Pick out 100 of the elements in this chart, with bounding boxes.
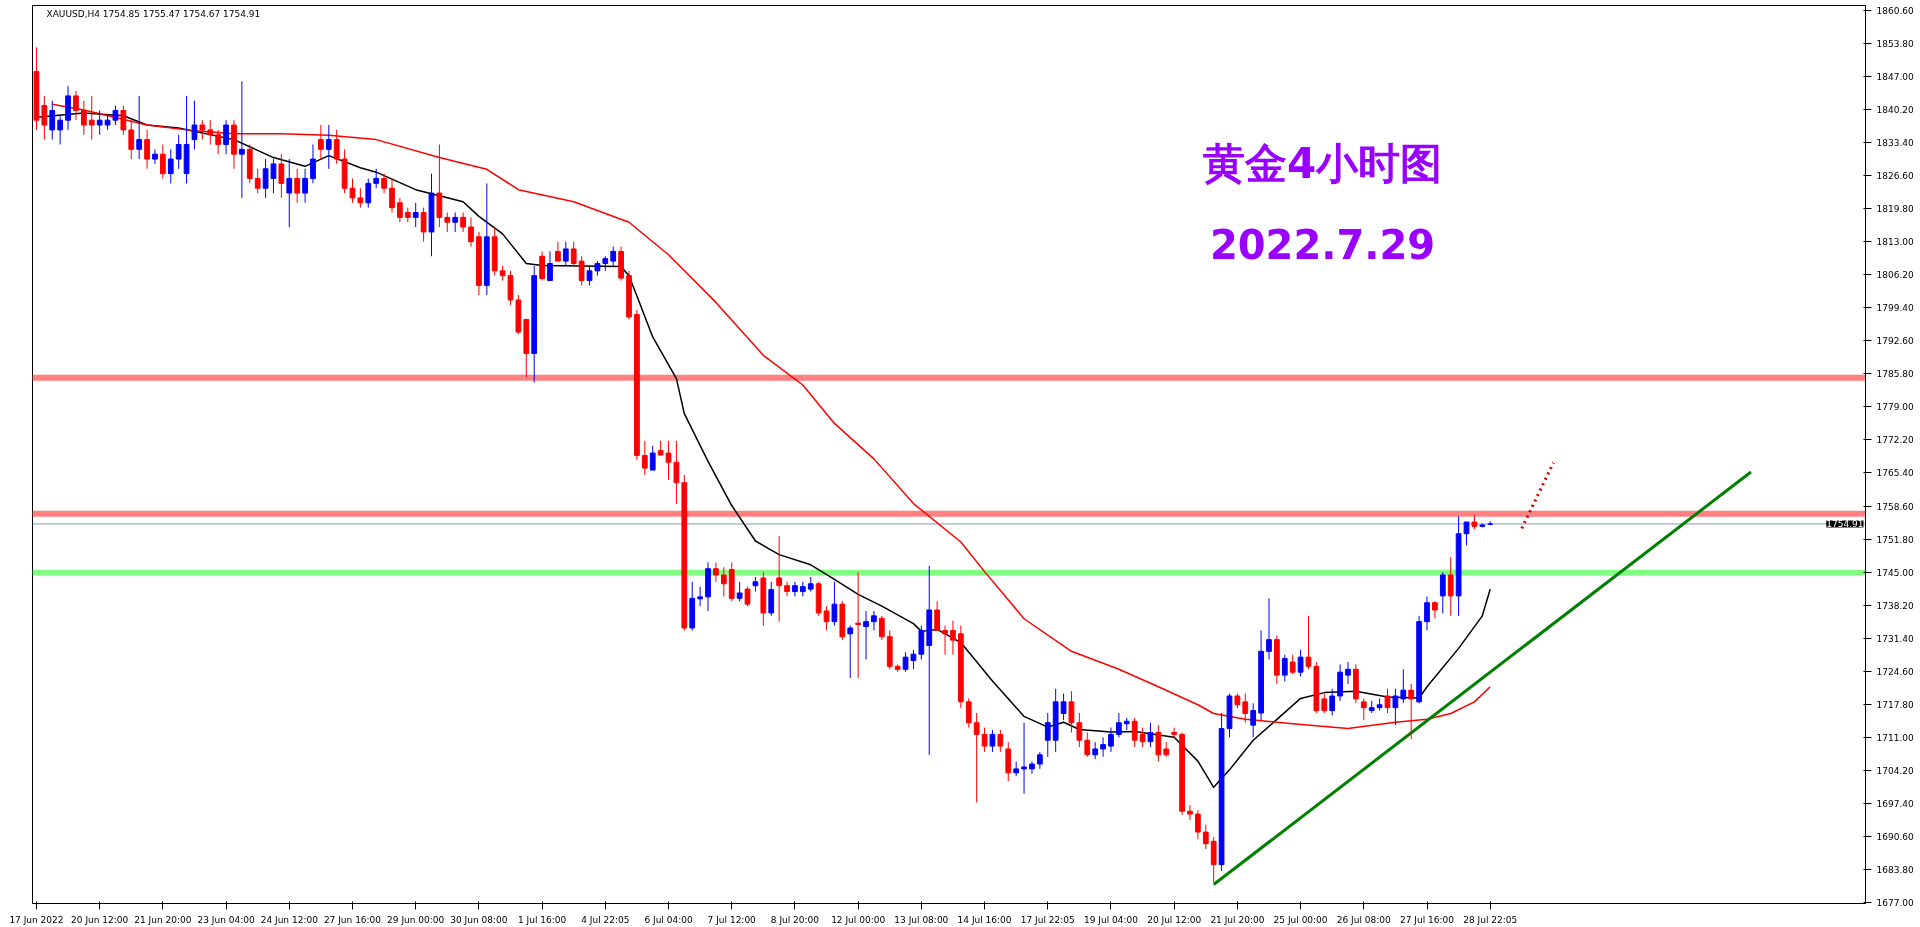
- candlestick: [191, 100, 198, 150]
- y-tick-label: 1724.60: [1876, 666, 1914, 677]
- candlestick: [468, 216, 474, 248]
- y-tick-label: 1677.00: [1876, 898, 1914, 909]
- y-tick-label: 1785.80: [1876, 369, 1914, 380]
- candlestick: [547, 250, 553, 282]
- candlestick: [1068, 690, 1075, 733]
- candlestick: [578, 255, 585, 286]
- y-tick-label: 1772.20: [1876, 435, 1914, 446]
- candlestick: [207, 119, 214, 145]
- candlestick: [254, 168, 261, 194]
- candlestick: [294, 168, 301, 204]
- candlestick: [555, 241, 561, 262]
- candlestick: [871, 610, 877, 631]
- candlestick: [1139, 727, 1146, 748]
- x-tick-label: 27 Jul 16:00: [1400, 914, 1455, 925]
- x-tick-label: 21 Jun 20:00: [134, 914, 192, 925]
- candlestick: [1463, 521, 1470, 546]
- candlestick: [847, 625, 854, 679]
- candlestick: [713, 561, 719, 583]
- candlestick: [167, 148, 174, 184]
- y-tick-label: 1813.00: [1876, 237, 1914, 248]
- candlestick: [460, 212, 466, 233]
- candlestick: [365, 177, 372, 209]
- candlestick: [744, 586, 751, 607]
- candlestick: [175, 134, 182, 170]
- candlestick: [989, 729, 996, 753]
- y-tick-label: 1806.20: [1876, 270, 1914, 281]
- candlestick: [981, 727, 988, 753]
- candlestick: [397, 197, 403, 223]
- candlestick: [444, 212, 451, 233]
- y-tick-label: 1833.40: [1876, 138, 1914, 149]
- candlestick: [1321, 693, 1328, 714]
- candlestick: [1100, 736, 1106, 758]
- candlestick: [1005, 741, 1012, 782]
- candlestick: [1076, 712, 1083, 748]
- candlestick: [768, 581, 775, 617]
- candlestick: [784, 581, 790, 597]
- x-tick-label: 21 Jul 20:00: [1210, 914, 1265, 925]
- y-tick-label: 1765.40: [1876, 468, 1914, 479]
- y-tick-label: 1745.00: [1876, 567, 1914, 578]
- candlestick: [823, 605, 830, 631]
- ref-line-label: 1754.91: [1826, 519, 1864, 530]
- candlestick: [1447, 556, 1454, 617]
- candlestick: [333, 129, 340, 165]
- y-tick-label: 1690.60: [1876, 831, 1914, 842]
- x-tick-label: 23 Jun 04:00: [197, 914, 255, 925]
- candlestick: [918, 625, 925, 661]
- candlestick: [1266, 597, 1272, 661]
- candlestick: [1108, 727, 1114, 753]
- candlestick: [389, 177, 395, 214]
- candlestick: [1187, 804, 1193, 821]
- x-tick-label: 30 Jun 08:00: [450, 914, 508, 925]
- candlestick: [831, 581, 838, 627]
- candlestick: [152, 148, 158, 165]
- candlestick: [302, 168, 308, 204]
- y-tick-label: 1704.20: [1876, 765, 1914, 776]
- candlestick: [950, 620, 956, 656]
- candlestick: [136, 95, 143, 160]
- candlestick: [1210, 836, 1217, 883]
- candlestick: [1250, 702, 1257, 738]
- y-tick-label: 1731.40: [1876, 633, 1914, 644]
- candlestick: [539, 250, 545, 282]
- candlestick: [1155, 724, 1162, 763]
- candlestick: [1384, 688, 1391, 714]
- x-tick-label: 17 Jul 22:05: [1020, 914, 1075, 925]
- x-tick-label: 8 Jul 20:00: [770, 914, 820, 925]
- candlestick: [1242, 693, 1249, 724]
- candlestick: [41, 95, 48, 141]
- x-tick-label: 24 Jun 12:00: [260, 914, 319, 925]
- candlestick: [863, 610, 869, 661]
- candlestick: [112, 105, 119, 126]
- y-tick-label: 1738.20: [1876, 600, 1914, 611]
- candlestick: [934, 600, 941, 631]
- candlestick: [49, 100, 56, 141]
- candlestick: [1439, 571, 1446, 614]
- candlestick: [720, 566, 727, 597]
- annotation: 黄金4小时图: [1202, 139, 1443, 188]
- candlestick: [1432, 600, 1438, 619]
- candlestick: [649, 445, 656, 471]
- candlestick: [673, 440, 680, 505]
- x-tick-label: 1 Jul 16:00: [517, 914, 567, 925]
- x-tick-label: 4 Jul 22:05: [581, 914, 630, 925]
- candlestick: [239, 80, 245, 199]
- candlestick: [736, 581, 743, 602]
- candlestick: [144, 129, 150, 170]
- candlestick: [349, 177, 356, 204]
- y-tick-label: 1799.40: [1876, 303, 1914, 314]
- candlestick: [57, 114, 64, 145]
- candlestick: [973, 712, 980, 803]
- candlestick: [878, 615, 885, 641]
- y-tick-label: 1751.80: [1876, 534, 1914, 545]
- candlestick: [942, 625, 948, 656]
- x-tick-label: 20 Jul 12:00: [1147, 914, 1202, 925]
- candlestick: [1337, 663, 1343, 702]
- candlestick: [420, 207, 427, 243]
- candlestick: [792, 581, 798, 597]
- candlestick: [199, 119, 206, 141]
- candlestick: [776, 535, 782, 623]
- candlestick: [855, 571, 862, 679]
